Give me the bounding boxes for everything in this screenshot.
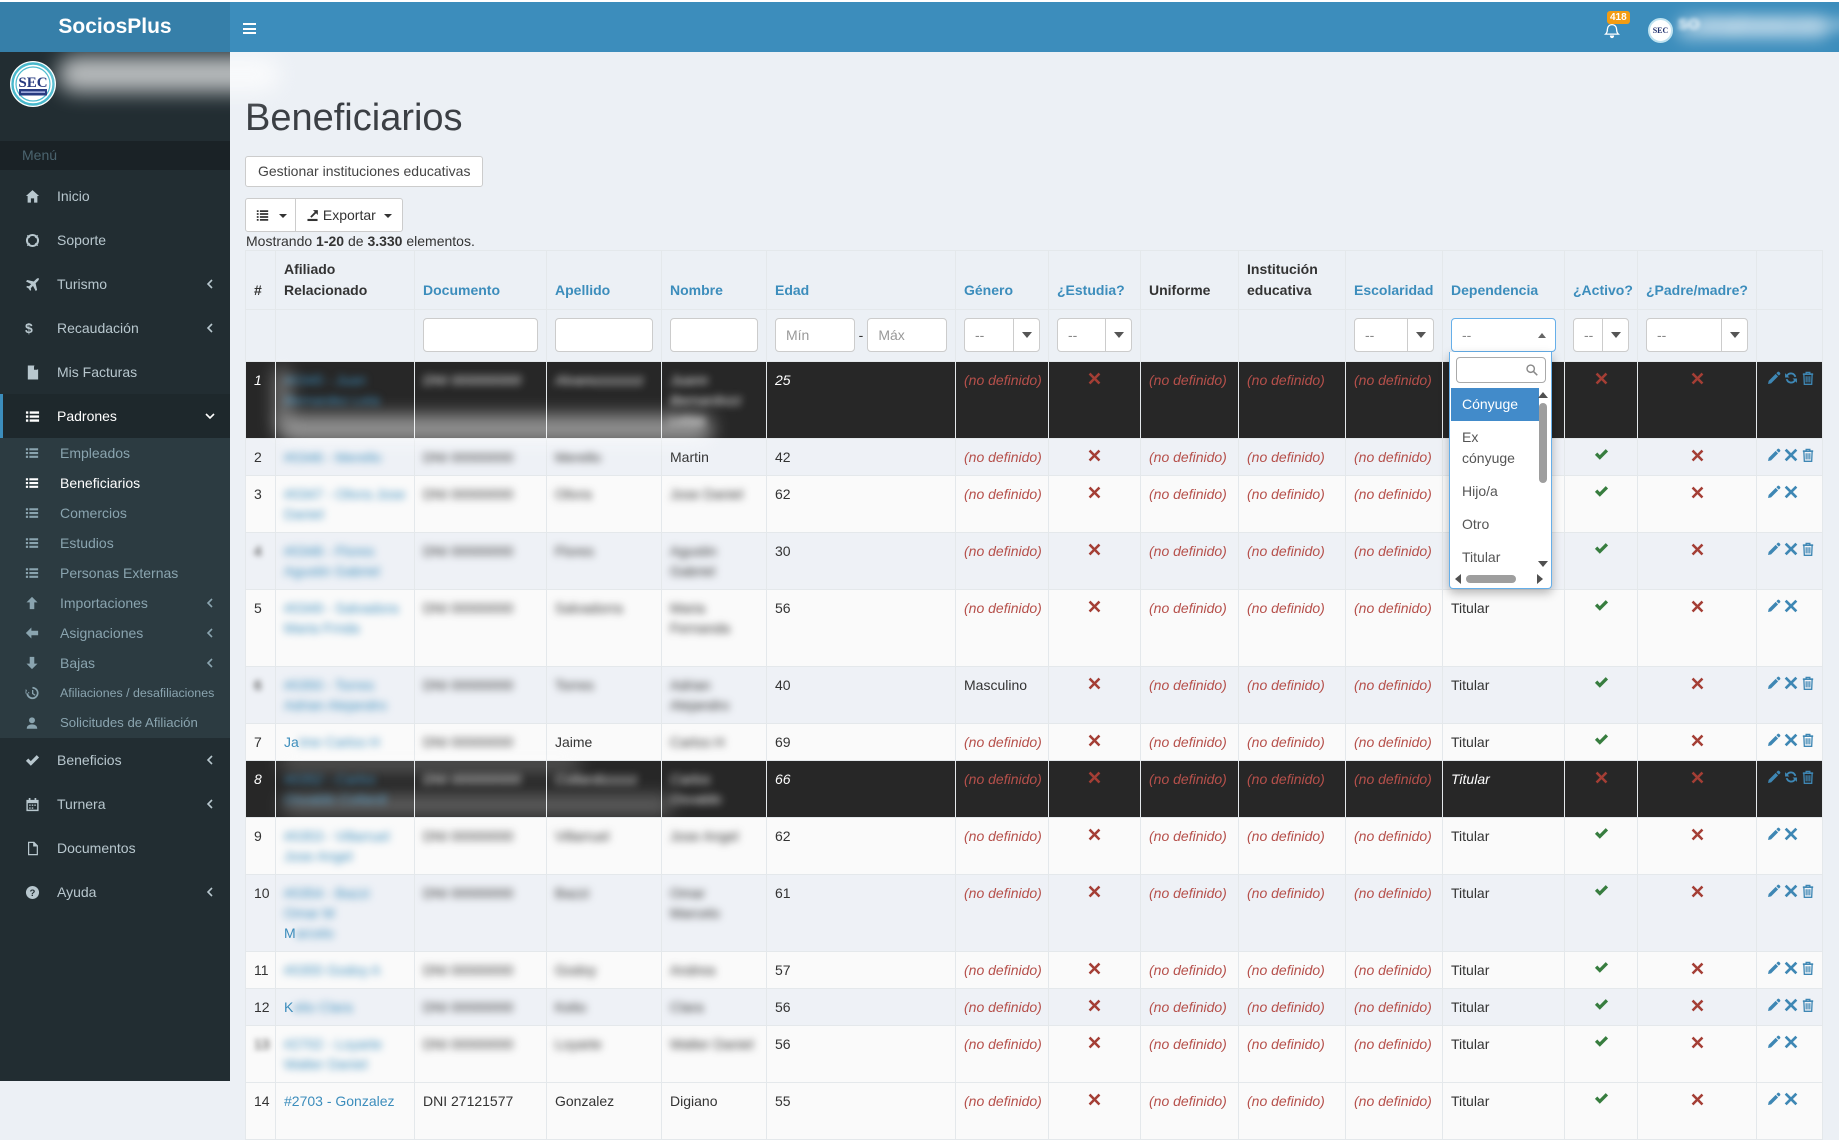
svg-text:SEC: SEC — [18, 75, 47, 91]
